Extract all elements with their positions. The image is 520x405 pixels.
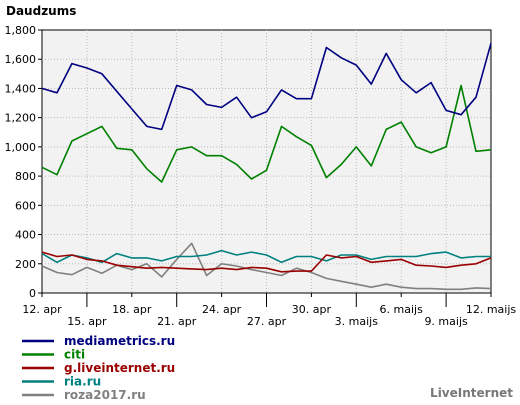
series-line-citi bbox=[41, 84, 492, 183]
x-tick-label: 24. apr bbox=[202, 303, 242, 316]
x-axis: 12. apr 15. apr 18. apr 21. apr 24. apr 27. a… bbox=[22, 293, 516, 328]
legend-label: roza2017.ru bbox=[64, 388, 146, 402]
chart-title: Daudzums bbox=[6, 4, 76, 18]
legend-label: g.liveinternet.ru bbox=[64, 361, 175, 375]
y-tick-label: 1,200 bbox=[5, 112, 37, 125]
grid-lines bbox=[42, 30, 491, 293]
x-tick-label: 3. maijs bbox=[335, 315, 379, 328]
legend-label: mediametrics.ru bbox=[64, 334, 175, 348]
x-tick-label: 30. apr bbox=[292, 303, 332, 316]
x-tick-label: 27. apr bbox=[247, 315, 287, 328]
series-line-g-liveinternet-ru bbox=[41, 251, 492, 273]
series-line-ria-ru bbox=[41, 249, 491, 264]
x-tick-label: 12. apr bbox=[22, 303, 62, 316]
y-axis: 0 200 400 600 800 1,000 1,200 1,400 1,600 1,800 bbox=[5, 24, 42, 300]
legend-label: citi bbox=[64, 348, 85, 362]
y-tick-label: 400 bbox=[15, 229, 36, 242]
series-line-mediametrics-ru bbox=[41, 42, 492, 131]
y-tick-label: 200 bbox=[15, 258, 36, 271]
y-tick-label: 0 bbox=[29, 287, 36, 300]
y-tick-label: 1,400 bbox=[5, 82, 37, 95]
x-tick-label: 9. maijs bbox=[424, 315, 468, 328]
y-tick-label: 1,800 bbox=[5, 24, 37, 37]
x-tick-label: 12. maijs bbox=[466, 303, 517, 316]
y-tick-label: 800 bbox=[15, 170, 36, 183]
y-tick-label: 1,000 bbox=[5, 141, 37, 154]
legend-label: ria.ru bbox=[64, 375, 101, 389]
x-tick-label: 21. apr bbox=[157, 315, 197, 328]
x-tick-label: 18. apr bbox=[112, 303, 152, 316]
y-tick-label: 1,600 bbox=[5, 53, 37, 66]
x-tick-label: 15. apr bbox=[67, 315, 107, 328]
brand-label: LiveInternet bbox=[430, 386, 513, 400]
legend: mediametrics.rucitig.liveinternet.ruria.… bbox=[22, 334, 175, 402]
y-tick-label: 600 bbox=[15, 199, 36, 212]
series-lines bbox=[41, 42, 492, 291]
x-tick-label: 6. maijs bbox=[380, 303, 424, 316]
